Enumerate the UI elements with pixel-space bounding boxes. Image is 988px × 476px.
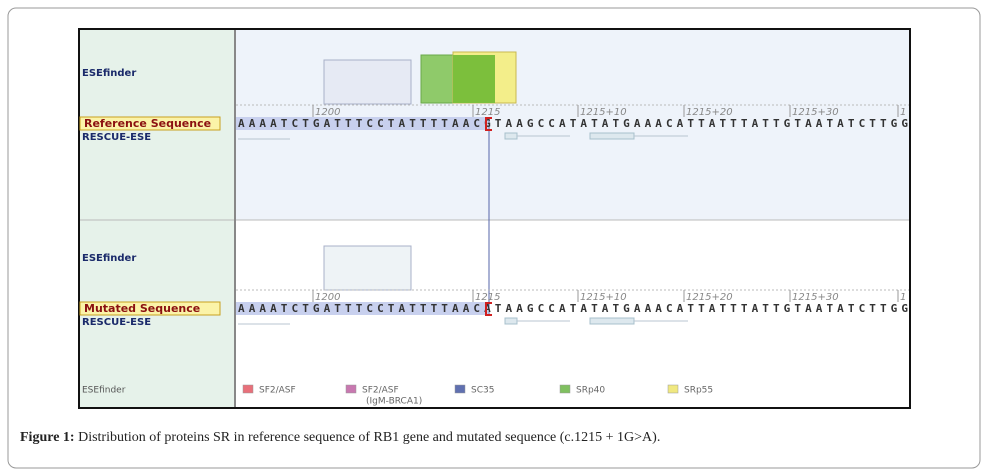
legend-swatch [345, 384, 357, 394]
legend-swatch [559, 384, 571, 394]
sequence-label-box [79, 301, 221, 316]
ruler-label: 1215+20 [686, 292, 733, 303]
legend-label: SRp40 [576, 386, 605, 396]
sequence: AAAATCTGATTTCCTATTTTAACGTAAGCCATATATGAAA… [238, 117, 908, 130]
ese-box [323, 59, 412, 105]
tool-label: ESEfinder [82, 253, 136, 264]
ese-box [323, 245, 412, 291]
ruler-label: 1 [900, 107, 906, 118]
legend-label: SF2/ASF [259, 386, 296, 396]
sequence-highlight [236, 117, 488, 130]
legend-swatch [667, 384, 679, 394]
legend-label: SF2/ASF [362, 386, 399, 396]
caption-text: Distribution of proteins SR in reference… [78, 430, 661, 445]
sequence-label: Reference Sequence [84, 117, 211, 130]
panels: ESEfinder 1200 1215 1215+10 1215+20 1215+30 1 R… [79, 51, 909, 407]
ruler-label: 1215+10 [580, 107, 627, 118]
sequence-label-box [79, 116, 221, 131]
track-box [589, 132, 635, 140]
track-box [589, 317, 635, 325]
caption-label: Figure 1: [20, 430, 75, 445]
track-label: RESCUE-ESE [82, 317, 151, 328]
left-pane [80, 30, 235, 407]
splice-bracket [485, 302, 492, 316]
tool-label: ESEfinder [82, 68, 136, 79]
ruler-label: 1215+30 [792, 292, 839, 303]
legend-swatch [242, 384, 254, 394]
track-box [504, 132, 518, 140]
legend-sublabel: (IgM-BRCA1) [366, 397, 422, 407]
overlap-box [453, 55, 495, 103]
legend-swatch [454, 384, 466, 394]
sequence-highlight [236, 302, 488, 315]
track-label: RESCUE-ESE [82, 132, 151, 143]
ruler-label: 1215+20 [686, 107, 733, 118]
legend-label: SC35 [471, 386, 494, 396]
sequence: AAAATCTGATTTCCTATTTTAACATAAGCCATATATGAAA… [238, 302, 908, 315]
ruler-label: 1215 [475, 107, 500, 118]
ruler-label: 1215+10 [580, 292, 627, 303]
splice-bracket [485, 117, 492, 131]
ruler-label: 1200 [315, 107, 340, 118]
caption: Figure 1: Distribution of proteins SR in… [20, 430, 660, 446]
sequence-label: Mutated Sequence [84, 302, 200, 315]
ruler-label: 1215 [475, 292, 500, 303]
legend-title: ESEfinder [82, 386, 126, 396]
legend-label: SRp55 [684, 386, 713, 396]
ruler-label: 1215+30 [792, 107, 839, 118]
track-box [504, 317, 518, 325]
ruler-label: 1200 [315, 292, 340, 303]
ruler-label: 1 [900, 292, 906, 303]
